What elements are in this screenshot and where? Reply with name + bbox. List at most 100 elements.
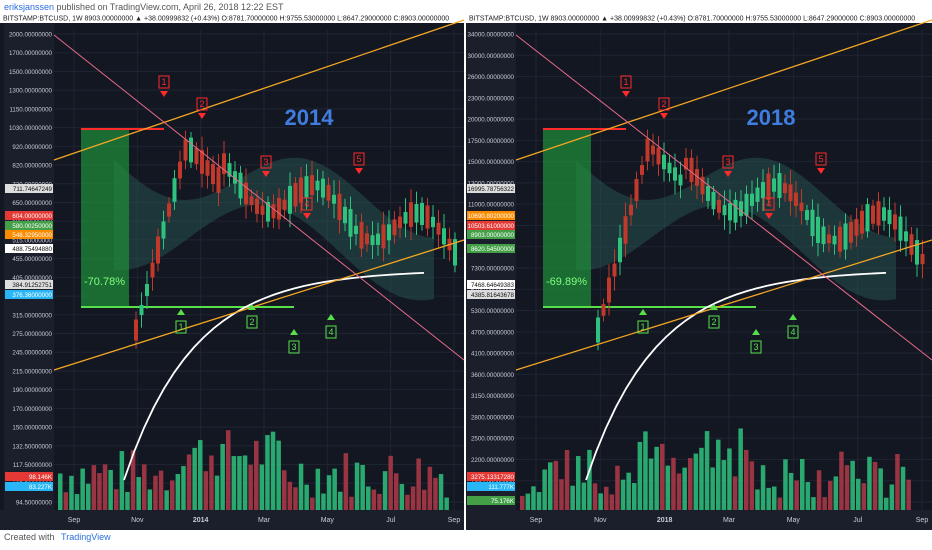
sell-marker-label: 5 <box>356 154 361 164</box>
buy-arrow-icon <box>248 304 256 310</box>
volume-bar <box>214 475 220 510</box>
candle-body <box>266 202 270 222</box>
candle-body <box>381 224 386 249</box>
descending-resistance-line <box>53 34 465 361</box>
candle-body <box>887 209 892 225</box>
y-tick-label: 245.00000000 <box>12 350 52 357</box>
candle-body <box>337 193 342 221</box>
volume-bar <box>254 440 259 510</box>
x-tick-label: 2018 <box>657 517 673 524</box>
candle-body <box>409 202 413 227</box>
volume-bar <box>220 443 225 510</box>
candle-body <box>739 201 743 217</box>
volume-bar <box>343 453 349 510</box>
y-tick-label: 515.00000000 <box>12 237 52 244</box>
volume-bar <box>382 471 388 510</box>
buy-arrow-icon <box>639 309 647 315</box>
y-tick-label: 650.00000000 <box>12 200 52 207</box>
volume-bar <box>536 492 542 510</box>
volume-bar <box>828 480 833 510</box>
author-link[interactable]: eriksjanssen <box>4 2 55 12</box>
candle-body <box>645 138 650 162</box>
candle-body <box>348 209 353 237</box>
panel-background <box>0 12 464 530</box>
price-badge-label: 711.74647249 <box>13 186 53 193</box>
x-tick-label: Sep <box>530 517 543 524</box>
volume-bar <box>811 497 816 510</box>
volume-bar <box>648 458 654 510</box>
y-tick-label: 455.00000000 <box>12 256 52 263</box>
volume-bar <box>231 456 237 510</box>
candle-body <box>359 222 364 249</box>
upper-trend-line <box>53 19 465 161</box>
volume-bar <box>884 497 889 510</box>
volume-bar <box>209 455 214 510</box>
candle-body <box>211 163 215 185</box>
candle-body <box>332 194 336 204</box>
candle-body <box>684 157 688 170</box>
buy-marker-box <box>637 320 649 334</box>
volume-bar <box>867 456 872 510</box>
volume-bar <box>895 454 900 510</box>
candle-body <box>805 210 809 220</box>
volume-bar <box>738 428 743 510</box>
candle-body <box>640 165 644 175</box>
y-tick-label: 275.00000000 <box>12 331 52 338</box>
volume-bar <box>242 455 248 510</box>
volume-bar <box>399 484 405 510</box>
ichimoku-cloud <box>576 157 896 301</box>
buy-marker-label: 2 <box>249 317 254 327</box>
y-tick-label: 11000.00000000 <box>468 202 515 209</box>
volume-bar <box>259 464 265 510</box>
candle-body <box>893 214 897 230</box>
price-badge <box>467 184 515 193</box>
y-tick-label: 4100.00000000 <box>471 351 515 358</box>
buy-arrow-icon <box>327 314 335 320</box>
drawdown-label: -70.78% <box>84 276 125 288</box>
y-tick-label: 132.50000000 <box>12 443 52 450</box>
sell-marker-box <box>353 152 365 166</box>
volume-bar <box>310 497 315 510</box>
volume-bar <box>192 447 197 510</box>
candle-body <box>706 186 710 201</box>
candle-body <box>772 178 776 192</box>
y-tick-label: 2800.00000000 <box>471 414 515 421</box>
price-badge <box>5 472 53 481</box>
sell-arrow-icon <box>262 171 270 177</box>
volume-bar <box>422 489 427 510</box>
y-tick-label: 1150.00000000 <box>9 106 52 113</box>
volume-bar <box>394 473 399 510</box>
volume-bar <box>298 463 304 510</box>
x-tick-label: Nov <box>594 517 607 524</box>
volume-bar <box>822 497 827 510</box>
ohlc-readout: BITSTAMP:BTCUSD, 1W 8903.00000000 ▲ +38.… <box>469 16 915 23</box>
x-tick-label: Sep <box>448 517 461 524</box>
price-badge <box>467 472 515 481</box>
candle-body <box>744 193 749 216</box>
sell-arrow-icon <box>355 168 363 174</box>
volume-bar <box>671 457 676 510</box>
sell-marker-label: 3 <box>725 157 730 167</box>
x-tick-label: May <box>787 517 801 524</box>
volume-bar <box>906 479 911 510</box>
price-badge-label: 10690.80200000 <box>468 213 515 220</box>
volume-bar <box>377 493 382 510</box>
buy-arrow-icon <box>177 309 185 315</box>
volume-bar <box>119 451 125 510</box>
volume-bar <box>164 490 169 510</box>
sell-marker-box <box>815 152 827 166</box>
candle-body <box>920 254 925 265</box>
candle-body <box>271 204 276 219</box>
candle-body <box>871 205 875 224</box>
buy-arrow-icon <box>752 329 760 335</box>
tradingview-brand[interactable]: TradingView <box>61 532 111 542</box>
volume-bar <box>405 494 410 510</box>
volume-bar <box>604 486 609 510</box>
candle-body <box>167 203 171 217</box>
buy-marker-label: 4 <box>328 327 333 337</box>
sell-arrow-icon <box>660 113 668 119</box>
volume-bar <box>354 462 360 510</box>
buy-arrow-icon <box>290 329 298 335</box>
y-tick-label: 920.00000000 <box>12 144 52 151</box>
buy-marker-label: 3 <box>291 342 296 352</box>
